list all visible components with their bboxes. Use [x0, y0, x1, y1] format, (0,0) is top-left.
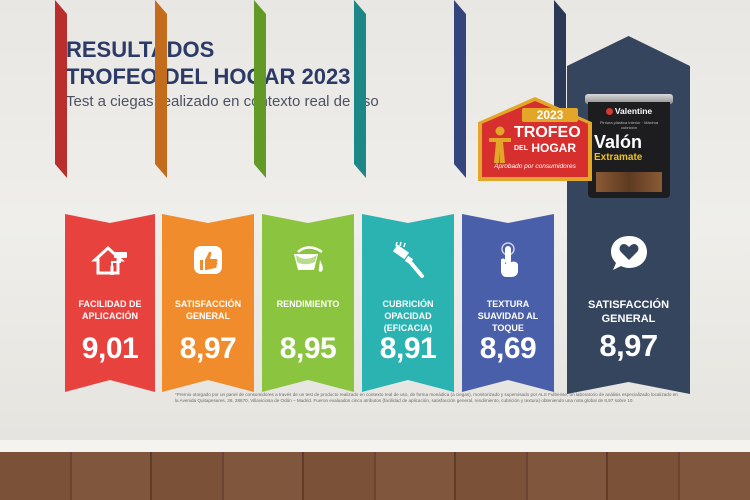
category-panel-cubricion: CUBRICIÓN OPACIDAD (EFICACIA) 8,91: [362, 214, 454, 392]
wood-floor: [0, 452, 750, 500]
pointing-hand-icon: [501, 242, 518, 277]
paint-bucket-pour-icon: [294, 246, 323, 272]
ribbon-fold: [55, 0, 67, 178]
ribbon-fold: [155, 0, 167, 178]
category-label: TEXTURA SUAVIDAD AL TOQUE: [477, 299, 539, 333]
trophy-figure-icon: [489, 126, 511, 163]
page-subtitle: Test a ciegas realizado en contexto real…: [66, 93, 379, 110]
wood-swatch: [596, 172, 662, 192]
footnote: *Premio otorgado por un panel de consumi…: [175, 392, 678, 403]
thumbs-up-icon: [194, 246, 222, 274]
house-paint-roller-icon: [91, 245, 127, 275]
overall-score-panel: SATISFACCIÓN GENERAL 8,97: [567, 36, 690, 394]
category-score: 8,91: [379, 332, 437, 365]
product-variant: Extramate: [594, 152, 643, 163]
paint-brush-icon: [392, 241, 424, 278]
category-panel-facilidad: FACILIDAD DE APLICACIÓN 9,01: [65, 214, 155, 392]
category-label: CUBRICIÓN OPACIDAD (EFICACIA): [382, 299, 434, 333]
heart-speech-bubble-icon: [610, 236, 647, 270]
category-score: 8,69: [479, 332, 537, 365]
page-title: RESULTADOS TROFEO DEL HOGAR 2023: [66, 37, 351, 89]
category-panel-satisfaccion: SATISFACCIÓN GENERAL 8,97: [162, 214, 254, 392]
category-score: 9,01: [81, 332, 139, 365]
product-brand: Valentine: [588, 106, 670, 116]
ribbon-fold: [454, 0, 466, 178]
category-label: SATISFACCIÓN GENERAL: [174, 299, 242, 321]
category-panel-textura: TEXTURA SUAVIDAD AL TOQUE 8,69: [462, 214, 554, 392]
category-panel-rendimiento: RENDIMIENTO 8,95: [262, 214, 354, 392]
product-fine-print: Pintura plástica interior · Máxima cubri…: [599, 120, 659, 130]
ribbon-fold: [254, 0, 266, 178]
award-title-line1: TROFEO: [514, 124, 581, 141]
category-score: 8,95: [279, 332, 337, 365]
paint-can-image: Valentine Pintura plástica interior · Má…: [585, 94, 673, 206]
overall-label: SATISFACCIÓN GENERAL: [587, 299, 670, 325]
award-title-line2: DEL HOGAR: [514, 141, 577, 155]
category-label: RENDIMIENTO: [276, 299, 340, 309]
overall-score: 8,97: [599, 328, 658, 363]
ribbon-fold: [354, 0, 366, 178]
category-score: 8,97: [179, 332, 237, 365]
product-name: Valón: [594, 132, 643, 152]
category-label: FACILIDAD DE APLICACIÓN: [78, 299, 142, 321]
award-year: 2023: [522, 108, 578, 122]
trofeo-del-hogar-badge: 2023 TROFEO DEL HOGAR Aprobado por consu…: [478, 97, 592, 181]
award-tagline: Aprobado por consumidores: [494, 163, 576, 170]
